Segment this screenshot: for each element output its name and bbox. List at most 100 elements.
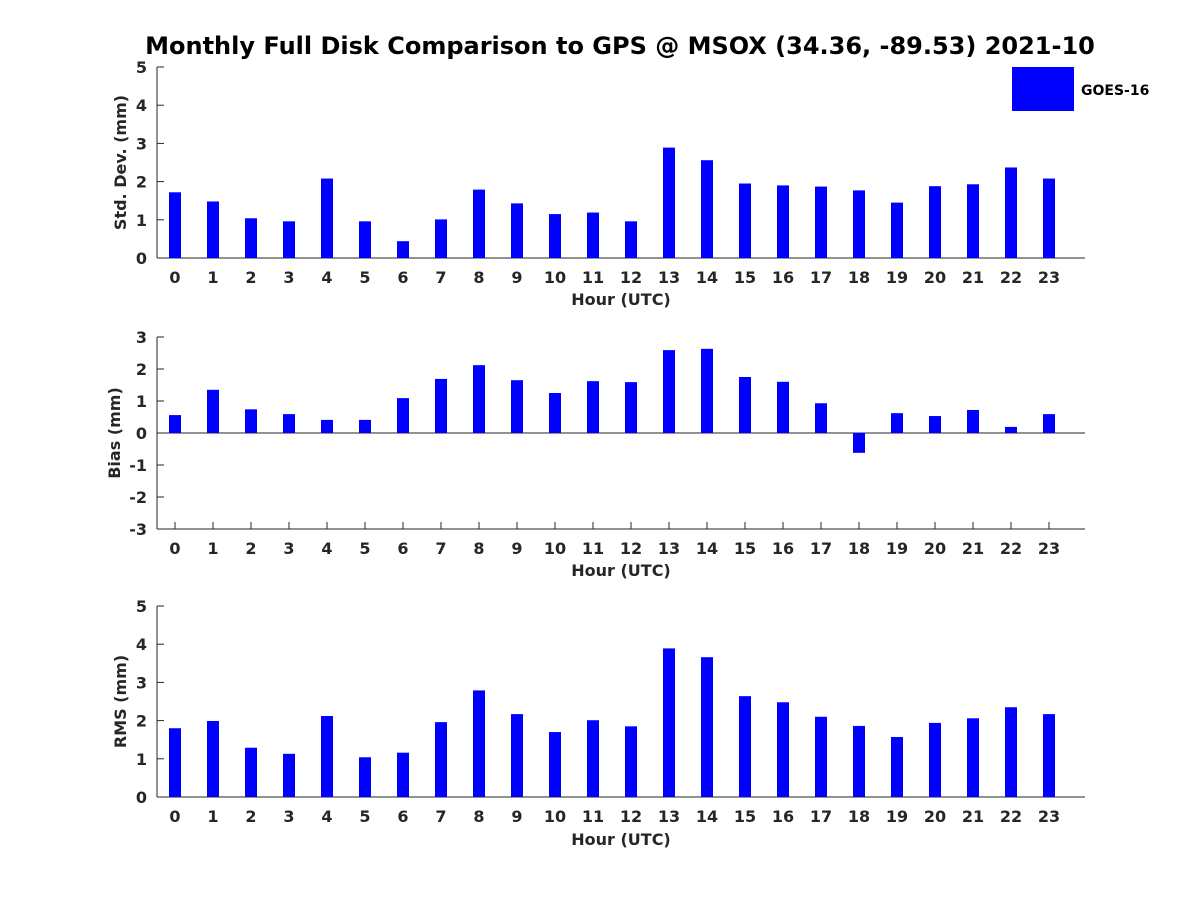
- bar-hour-19: [891, 413, 903, 433]
- x-tick-label: 8: [473, 539, 484, 558]
- x-tick-label: 4: [321, 807, 332, 826]
- bar-hour-9: [511, 203, 523, 258]
- x-axis-label: Hour (UTC): [571, 830, 671, 849]
- x-tick-label: 18: [848, 539, 870, 558]
- legend: GOES-16: [1012, 67, 1149, 111]
- x-tick-label: 10: [544, 807, 566, 826]
- bar-hour-15: [739, 183, 751, 258]
- x-axis-label: Hour (UTC): [571, 290, 671, 309]
- y-tick-label: 1: [136, 750, 147, 769]
- x-tick-label: 7: [435, 268, 446, 287]
- y-tick-label: 4: [136, 96, 147, 115]
- x-tick-label: 17: [810, 268, 832, 287]
- bar-hour-1: [207, 201, 219, 258]
- y-tick-label: 0: [136, 788, 147, 807]
- x-tick-label: 16: [772, 539, 794, 558]
- bar-hour-9: [511, 380, 523, 433]
- bar-hour-10: [549, 732, 561, 797]
- bar-hour-11: [587, 720, 599, 797]
- x-tick-label: 19: [886, 539, 908, 558]
- x-tick-label: 9: [511, 539, 522, 558]
- y-tick-label: 0: [136, 424, 147, 443]
- x-tick-label: 14: [696, 807, 718, 826]
- bar-hour-1: [207, 389, 219, 433]
- bar-hour-17: [815, 403, 827, 433]
- y-tick-label: -3: [129, 520, 147, 539]
- bar-hour-18: [853, 433, 865, 453]
- bar-hour-3: [283, 753, 295, 797]
- bar-hour-12: [625, 382, 637, 433]
- x-tick-label: 20: [924, 807, 946, 826]
- bar-hour-23: [1043, 178, 1055, 258]
- x-tick-label: 3: [283, 807, 294, 826]
- x-tick-label: 4: [321, 268, 332, 287]
- bar-hour-17: [815, 186, 827, 258]
- x-tick-label: 6: [397, 807, 408, 826]
- x-tick-label: 14: [696, 539, 718, 558]
- bar-hour-11: [587, 212, 599, 258]
- x-tick-label: 22: [1000, 539, 1022, 558]
- x-tick-label: 12: [620, 807, 642, 826]
- bar-hour-0: [169, 728, 181, 797]
- x-tick-label: 13: [658, 539, 680, 558]
- x-tick-label: 18: [848, 807, 870, 826]
- x-tick-label: 9: [511, 807, 522, 826]
- x-tick-label: 14: [696, 268, 718, 287]
- bar-hour-8: [473, 189, 485, 258]
- x-tick-label: 7: [435, 539, 446, 558]
- bar-hour-7: [435, 378, 447, 433]
- x-tick-label: 22: [1000, 268, 1022, 287]
- bar-hour-13: [663, 147, 675, 258]
- x-tick-label: 23: [1038, 539, 1060, 558]
- y-axis-label: RMS (mm): [111, 655, 130, 748]
- bar-hour-14: [701, 657, 713, 797]
- bar-hour-8: [473, 365, 485, 433]
- bar-hour-4: [321, 419, 333, 433]
- x-tick-label: 9: [511, 268, 522, 287]
- y-tick-label: 4: [136, 635, 147, 654]
- bar-hour-14: [701, 160, 713, 258]
- x-tick-label: 16: [772, 268, 794, 287]
- bar-hour-16: [777, 185, 789, 258]
- x-tick-label: 1: [207, 807, 218, 826]
- bar-hour-6: [397, 241, 409, 258]
- bar-hour-15: [739, 696, 751, 797]
- bar-hour-0: [169, 192, 181, 258]
- x-tick-label: 12: [620, 268, 642, 287]
- bar-hour-20: [929, 186, 941, 258]
- bar-hour-0: [169, 415, 181, 433]
- x-tick-label: 2: [245, 807, 256, 826]
- x-tick-label: 20: [924, 539, 946, 558]
- y-tick-label: 5: [136, 58, 147, 77]
- bar-hour-8: [473, 690, 485, 797]
- x-tick-label: 6: [397, 539, 408, 558]
- x-tick-label: 8: [473, 268, 484, 287]
- x-tick-label: 2: [245, 268, 256, 287]
- bar-hour-4: [321, 716, 333, 797]
- x-tick-label: 5: [359, 268, 370, 287]
- x-tick-label: 0: [169, 268, 180, 287]
- x-tick-label: 11: [582, 268, 604, 287]
- legend-swatch-goes-16: [1012, 67, 1074, 111]
- x-tick-label: 20: [924, 268, 946, 287]
- bar-hour-14: [701, 348, 713, 433]
- bar-hour-15: [739, 377, 751, 433]
- x-tick-label: 11: [582, 539, 604, 558]
- x-tick-label: 17: [810, 539, 832, 558]
- bar-hour-22: [1005, 426, 1017, 433]
- x-tick-label: 3: [283, 268, 294, 287]
- x-tick-label: 4: [321, 539, 332, 558]
- y-tick-label: 1: [136, 211, 147, 230]
- x-tick-label: 11: [582, 807, 604, 826]
- y-tick-label: -1: [129, 456, 147, 475]
- x-tick-label: 19: [886, 807, 908, 826]
- bar-hour-19: [891, 737, 903, 797]
- bar-hour-6: [397, 752, 409, 797]
- x-tick-label: 1: [207, 268, 218, 287]
- y-tick-label: 3: [136, 134, 147, 153]
- y-tick-label: 2: [136, 173, 147, 192]
- x-tick-label: 15: [734, 539, 756, 558]
- bar-hour-23: [1043, 414, 1055, 433]
